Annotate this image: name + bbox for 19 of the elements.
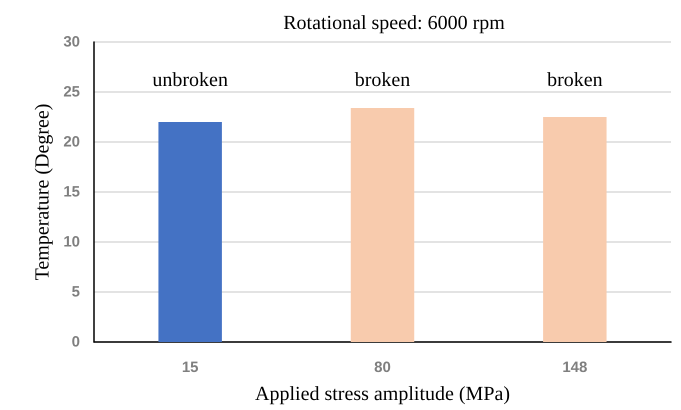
x-tick-label: 80 — [374, 359, 391, 376]
annotation: broken — [547, 69, 603, 91]
y-tick-label: 5 — [72, 284, 80, 300]
y-axis-title: Temperature (Degree) — [31, 104, 54, 280]
bar — [350, 108, 414, 342]
chart-title: Rotational speed: 6000 rpm — [283, 12, 506, 34]
y-tick-label: 15 — [63, 184, 80, 200]
bar — [158, 122, 222, 342]
y-tick-label: 20 — [63, 134, 80, 150]
y-tick-label: 25 — [63, 84, 80, 100]
x-tick-label: 15 — [182, 359, 199, 376]
annotation: unbroken — [152, 69, 228, 91]
x-axis-title: Applied stress amplitude (MPa) — [255, 383, 510, 405]
x-tick-label: 148 — [562, 359, 588, 376]
annotation: broken — [354, 69, 410, 91]
y-tick-label: 0 — [72, 334, 80, 350]
bar — [543, 117, 607, 342]
y-tick-label: 30 — [63, 34, 80, 50]
y-tick-label: 10 — [63, 234, 80, 250]
